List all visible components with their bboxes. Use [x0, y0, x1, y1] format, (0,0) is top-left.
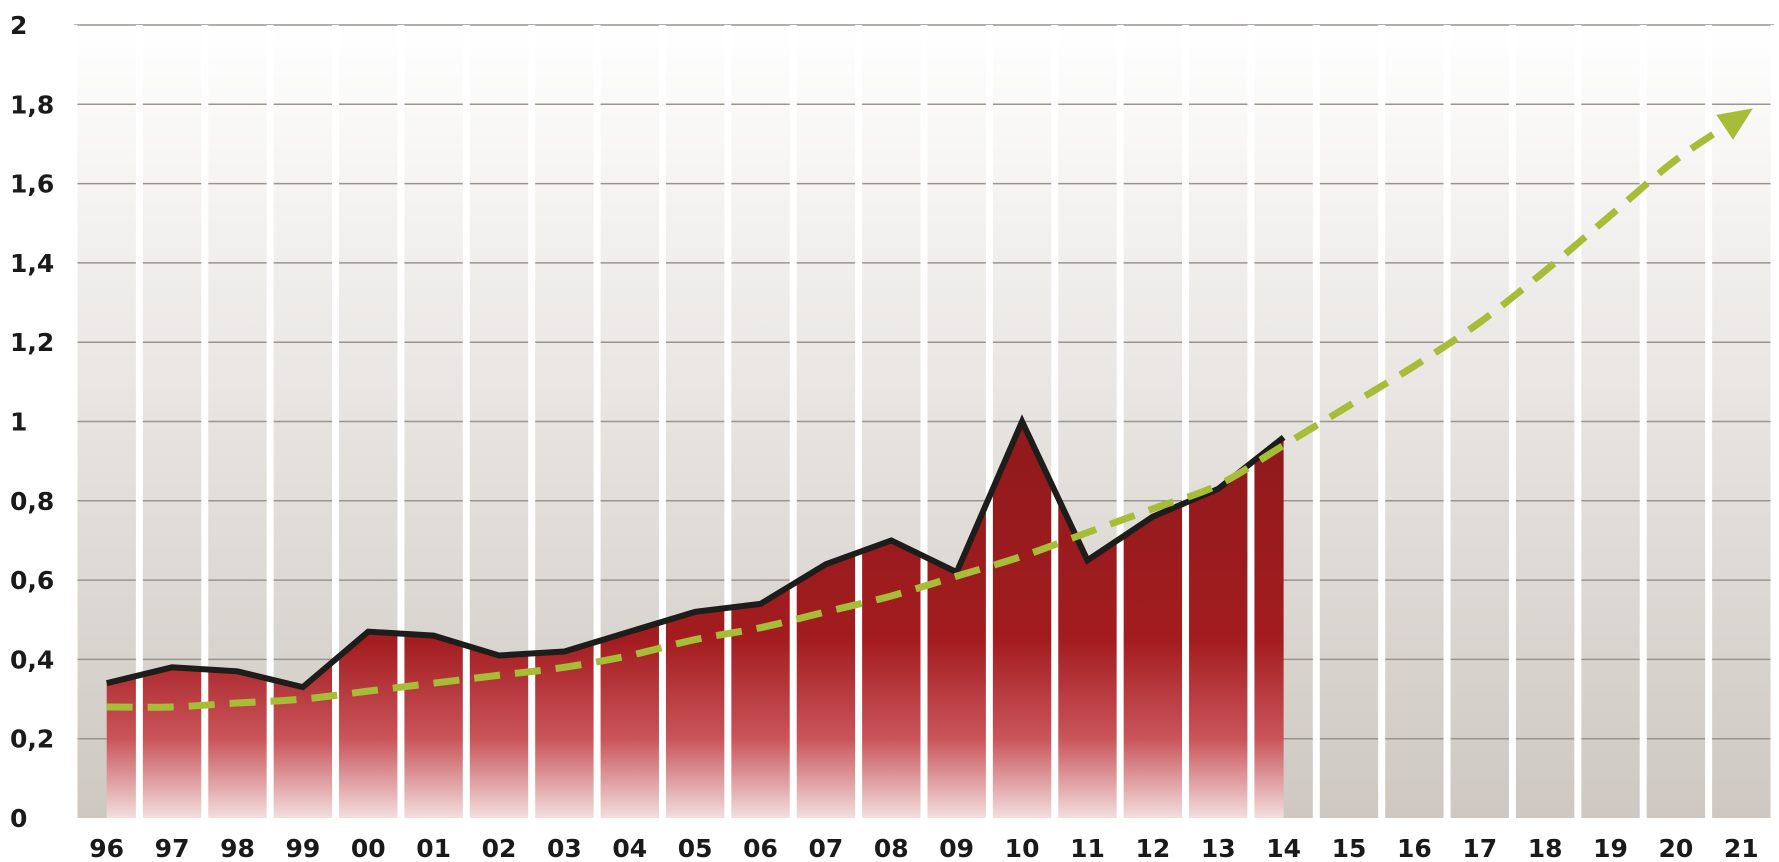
x-tick-label: 12	[1135, 834, 1170, 862]
y-tick-label: 1,6	[10, 170, 54, 199]
y-tick-label: 1	[10, 408, 27, 437]
x-axis: 96 97 98 99 00 01 02 03 04 05 06 07 08 09 10 11 12 13 14 15…	[89, 834, 1758, 862]
y-tick-label: 0,6	[10, 566, 54, 595]
series-lines	[105, 108, 1753, 711]
x-tick-label: 21	[1724, 834, 1759, 862]
x-tick-label: 07	[809, 834, 844, 862]
y-tick-label: 0,8	[10, 487, 54, 516]
y-tick-label: 0,4	[10, 645, 54, 674]
x-tick-label: 13	[1201, 834, 1236, 862]
x-tick-label: 09	[939, 834, 974, 862]
x-tick-label: 99	[285, 834, 320, 862]
x-tick-label: 96	[89, 834, 124, 862]
x-tick-label: 98	[220, 834, 255, 862]
x-tick-label: 00	[351, 834, 386, 862]
x-tick-label: 17	[1462, 834, 1497, 862]
y-tick-label: 1,4	[10, 249, 54, 278]
x-tick-label: 04	[612, 834, 647, 862]
x-tick-label: 20	[1659, 834, 1694, 862]
trend-arrow-head	[1716, 108, 1753, 140]
x-tick-label: 08	[874, 834, 909, 862]
y-tick-label: 2	[10, 11, 27, 40]
x-tick-label: 01	[416, 834, 451, 862]
column-separators	[70, 25, 1778, 818]
y-tick-label: 0,2	[10, 725, 54, 754]
x-tick-label: 18	[1528, 834, 1563, 862]
x-tick-label: 10	[1005, 834, 1040, 862]
y-tick-label: 1,8	[10, 90, 54, 119]
x-tick-label: 15	[1332, 834, 1367, 862]
x-tick-label: 19	[1593, 834, 1628, 862]
y-tick-label: 0	[10, 804, 27, 833]
x-tick-label: 06	[743, 834, 778, 862]
x-tick-label: 11	[1070, 834, 1105, 862]
y-tick-label: 1,2	[10, 328, 54, 357]
x-tick-label: 16	[1397, 834, 1432, 862]
x-tick-label: 05	[678, 834, 713, 862]
y-axis: 0 0,2 0,4 0,6 0,8 1 1,2 1,4 1,6 1,8 2	[10, 11, 54, 833]
x-tick-label: 03	[547, 834, 582, 862]
x-tick-label: 97	[155, 834, 190, 862]
x-tick-label: 02	[482, 834, 517, 862]
x-tick-label: 14	[1266, 834, 1301, 862]
